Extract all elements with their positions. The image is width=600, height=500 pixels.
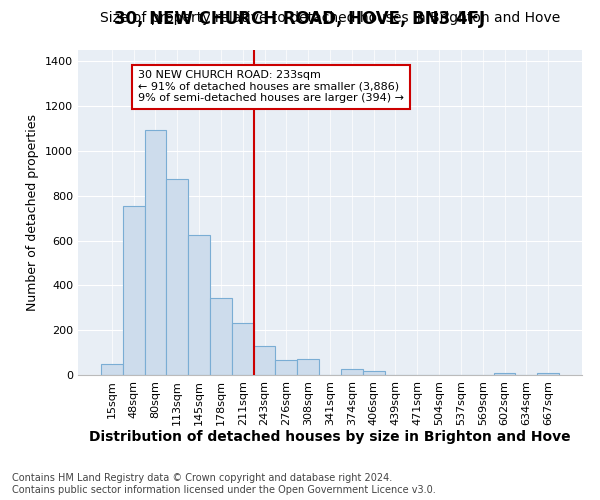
Bar	[145, 130, 166, 375]
Bar	[210, 298, 232, 375]
Bar	[101, 364, 123, 375]
Bar	[232, 324, 254, 375]
Y-axis label: Number of detached properties: Number of detached properties	[26, 114, 40, 311]
Bar	[275, 360, 297, 375]
Bar	[188, 235, 210, 375]
Bar	[537, 373, 559, 375]
Title: Size of property relative to detached houses in Brighton and Hove: Size of property relative to detached ho…	[100, 11, 560, 25]
Text: 30 NEW CHURCH ROAD: 233sqm
← 91% of detached houses are smaller (3,886)
9% of se: 30 NEW CHURCH ROAD: 233sqm ← 91% of deta…	[138, 70, 404, 103]
Bar	[166, 179, 188, 375]
Bar	[363, 370, 385, 375]
Bar	[494, 373, 515, 375]
Text: Contains HM Land Registry data © Crown copyright and database right 2024.
Contai: Contains HM Land Registry data © Crown c…	[12, 474, 436, 495]
Text: 30, NEW CHURCH ROAD, HOVE, BN3 4FJ: 30, NEW CHURCH ROAD, HOVE, BN3 4FJ	[115, 10, 485, 28]
Bar	[297, 360, 319, 375]
X-axis label: Distribution of detached houses by size in Brighton and Hove: Distribution of detached houses by size …	[89, 430, 571, 444]
Bar	[123, 206, 145, 375]
Bar	[254, 346, 275, 375]
Bar	[341, 370, 363, 375]
